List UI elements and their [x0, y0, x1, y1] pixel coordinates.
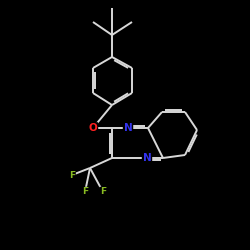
Text: N: N: [124, 123, 132, 133]
Text: F: F: [82, 188, 88, 196]
Text: F: F: [69, 170, 75, 179]
Text: N: N: [142, 153, 152, 163]
Text: O: O: [88, 123, 98, 133]
Text: F: F: [100, 188, 106, 196]
